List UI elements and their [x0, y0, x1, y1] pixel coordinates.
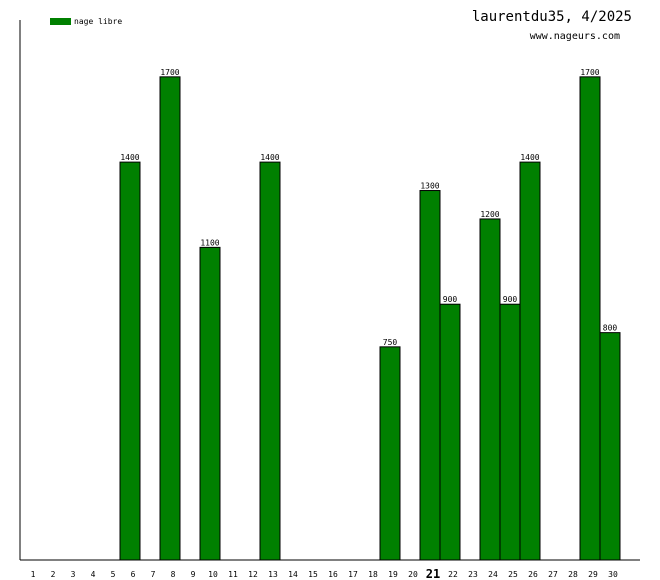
bar-day-8: [159, 76, 181, 561]
value-label-day-13: 1400: [260, 153, 279, 162]
x-tick-label-1: 1: [31, 570, 36, 579]
bar-day-24: [479, 218, 501, 561]
legend: nage libre: [50, 17, 122, 26]
value-label-day-19: 750: [383, 338, 398, 347]
chart-title: laurentdu35, 4/2025: [471, 9, 632, 25]
bar-day-6: [119, 161, 141, 561]
x-tick-label-7: 7: [151, 570, 156, 579]
value-label-day-8: 1700: [160, 68, 179, 77]
value-label-day-30: 800: [603, 324, 618, 333]
x-tick-label-24: 24: [488, 570, 498, 579]
x-tick-label-29: 29: [588, 570, 598, 579]
x-tick-label-23: 23: [468, 570, 478, 579]
x-tick-label-28: 28: [568, 570, 578, 579]
value-labels-group: 1400 1700 1100 1400 750 1300 900 1200 900 1400 170…: [120, 68, 617, 347]
value-label-day-10: 1100: [200, 238, 219, 247]
value-label-day-24: 1200: [480, 210, 499, 219]
x-tick-label-30: 30: [608, 570, 618, 579]
x-tick-label-20: 20: [408, 570, 418, 579]
x-tick-label-12: 12: [248, 570, 258, 579]
value-label-day-25: 900: [503, 295, 518, 304]
x-tick-label-5: 5: [111, 570, 116, 579]
x-tick-label-13: 13: [268, 570, 278, 579]
x-tick-label-11: 11: [228, 570, 238, 579]
value-label-day-29: 1700: [580, 68, 599, 77]
value-label-day-21: 1300: [420, 182, 439, 191]
x-tick-label-9: 9: [191, 570, 196, 579]
bar-day-19: [379, 346, 401, 561]
value-label-day-6: 1400: [120, 153, 139, 162]
tick-labels-group: 1 2 3 4 5 6 7 8 9 10 11 12 13 14 15 16 17 18 19 20 21 22 23 24 2…: [31, 567, 618, 580]
x-tick-label-6: 6: [131, 570, 136, 579]
x-tick-label-3: 3: [71, 570, 76, 579]
chart-subtitle: www.nageurs.com: [529, 31, 620, 42]
bar-day-21: [419, 190, 441, 561]
value-label-day-22: 900: [443, 295, 458, 304]
legend-label: nage libre: [74, 17, 123, 26]
value-label-day-26: 1400: [520, 153, 539, 162]
x-tick-label-4: 4: [91, 570, 96, 579]
x-tick-label-25: 25: [508, 570, 518, 579]
bars-group: [119, 76, 621, 561]
x-tick-label-19: 19: [388, 570, 398, 579]
x-tick-label-10: 10: [208, 570, 218, 579]
bar-day-25: [499, 303, 521, 561]
bar-day-22: [439, 303, 461, 561]
x-tick-label-2: 2: [51, 570, 56, 579]
bar-day-29: [579, 76, 601, 561]
x-tick-label-18: 18: [368, 570, 378, 579]
x-tick-label-8: 8: [171, 570, 176, 579]
bar-day-13: [259, 161, 281, 561]
legend-swatch: [50, 18, 71, 25]
bar-day-30: [599, 332, 621, 561]
x-tick-label-16: 16: [328, 570, 338, 579]
x-tick-label-21: 21: [426, 567, 440, 580]
x-tick-label-14: 14: [288, 570, 298, 579]
x-tick-label-22: 22: [448, 570, 458, 579]
bar-day-26: [519, 161, 541, 561]
x-tick-label-27: 27: [548, 570, 558, 579]
x-tick-label-17: 17: [348, 570, 358, 579]
x-tick-label-26: 26: [528, 570, 538, 579]
bar-day-10: [199, 246, 221, 561]
x-tick-label-15: 15: [308, 570, 318, 579]
